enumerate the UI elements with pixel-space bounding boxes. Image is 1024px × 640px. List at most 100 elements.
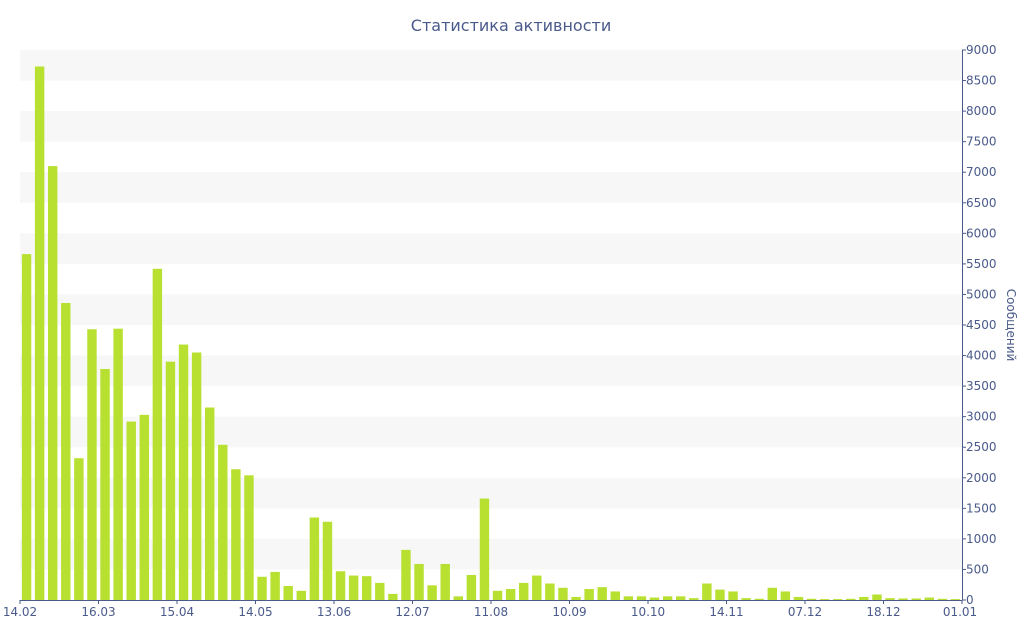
bar: [689, 598, 699, 600]
y-tick-label: 4500: [966, 318, 997, 332]
bar: [885, 598, 895, 600]
bar: [675, 596, 686, 600]
bar: [322, 521, 333, 600]
chart-title: Статистика активности: [411, 16, 611, 35]
bar: [479, 498, 490, 600]
bar: [257, 576, 267, 600]
bar: [584, 589, 594, 600]
bar: [296, 590, 307, 600]
bar: [466, 574, 477, 600]
bar: [806, 598, 817, 600]
bar: [139, 414, 150, 600]
bar: [571, 596, 581, 600]
bar: [453, 596, 464, 600]
y-tick-label: 8000: [966, 104, 997, 118]
y-tick-label: 3500: [966, 379, 997, 393]
bar: [47, 166, 58, 600]
y-tick-label: 9000: [966, 43, 997, 57]
x-tick-label: 14.05: [238, 605, 272, 619]
x-tick-label: 12.07: [395, 605, 429, 619]
bar: [440, 563, 450, 600]
bar: [335, 571, 346, 600]
x-tick-label: 18.12: [866, 605, 900, 619]
bar: [859, 596, 869, 600]
bar: [74, 458, 84, 600]
bar: [819, 599, 830, 600]
grid-band: [20, 172, 962, 203]
bar: [702, 583, 712, 600]
bar: [636, 596, 647, 600]
bar: [21, 254, 32, 600]
y-tick-label: 5500: [966, 257, 997, 271]
grid-band: [20, 355, 962, 387]
grid-bands: [20, 50, 962, 570]
bar: [846, 598, 856, 600]
bar: [832, 599, 843, 600]
bar: [545, 583, 555, 600]
bar: [767, 587, 778, 600]
grid-band: [20, 477, 962, 509]
x-tick-label: 14.02: [3, 605, 37, 619]
bar: [532, 575, 542, 600]
y-tick-label: 2000: [966, 471, 997, 485]
bar: [218, 444, 228, 600]
y-tick-label: 8500: [966, 74, 997, 88]
bar: [361, 576, 372, 600]
bar: [152, 268, 163, 600]
x-tick-label: 13.06: [317, 605, 351, 619]
bar: [715, 589, 725, 600]
y-tick-label: 6000: [966, 226, 997, 240]
bar: [204, 407, 215, 600]
bar: [924, 597, 935, 600]
y-tick-label: 4000: [966, 349, 997, 363]
bar: [348, 575, 359, 600]
x-tick-label: 14.11: [709, 605, 743, 619]
bar: [950, 599, 961, 600]
bar: [244, 475, 254, 600]
y-axis-label: Сообщений: [1004, 289, 1018, 362]
bar: [623, 596, 634, 600]
bar: [231, 469, 241, 600]
bar: [558, 587, 568, 600]
bar: [728, 591, 738, 600]
bar: [178, 344, 189, 600]
x-tick-label: 07.12: [788, 605, 822, 619]
x-tick-label: 10.09: [552, 605, 586, 619]
grid-band: [20, 111, 962, 142]
grid-band: [20, 538, 962, 570]
bar: [100, 369, 110, 600]
bar: [649, 597, 660, 600]
bar: [414, 563, 424, 600]
bar: [113, 328, 123, 600]
grid-band: [20, 50, 962, 81]
x-tick-label: 11.08: [474, 605, 508, 619]
bar: [662, 596, 673, 600]
bar: [87, 329, 97, 600]
bar: [741, 598, 751, 600]
bar: [518, 582, 529, 600]
y-tick-label: 500: [966, 562, 989, 576]
bar: [872, 594, 882, 600]
bar: [375, 582, 385, 600]
y-tick-label: 0: [966, 593, 974, 607]
y-tick-label: 5000: [966, 287, 997, 301]
grid-band: [20, 233, 962, 264]
x-tick-label: 15.04: [160, 605, 194, 619]
x-tick-label: 01.01: [943, 605, 977, 619]
bar: [283, 585, 293, 600]
y-tick-label: 1000: [966, 532, 997, 546]
bar: [61, 303, 71, 600]
bar: [126, 421, 136, 600]
y-tick-label: 7500: [966, 135, 997, 149]
bar: [191, 352, 202, 600]
y-tick-label: 2500: [966, 440, 997, 454]
bar: [34, 66, 45, 600]
bar: [388, 593, 398, 600]
bar: [492, 590, 503, 600]
x-axis-ticks: 14.02 16.03 15.04 14.05 13.06 12.07 11.08 10.09…: [3, 600, 977, 619]
bar: [898, 598, 908, 600]
x-tick-label: 16.03: [81, 605, 115, 619]
y-tick-label: 6500: [966, 196, 997, 210]
bar: [754, 598, 764, 600]
